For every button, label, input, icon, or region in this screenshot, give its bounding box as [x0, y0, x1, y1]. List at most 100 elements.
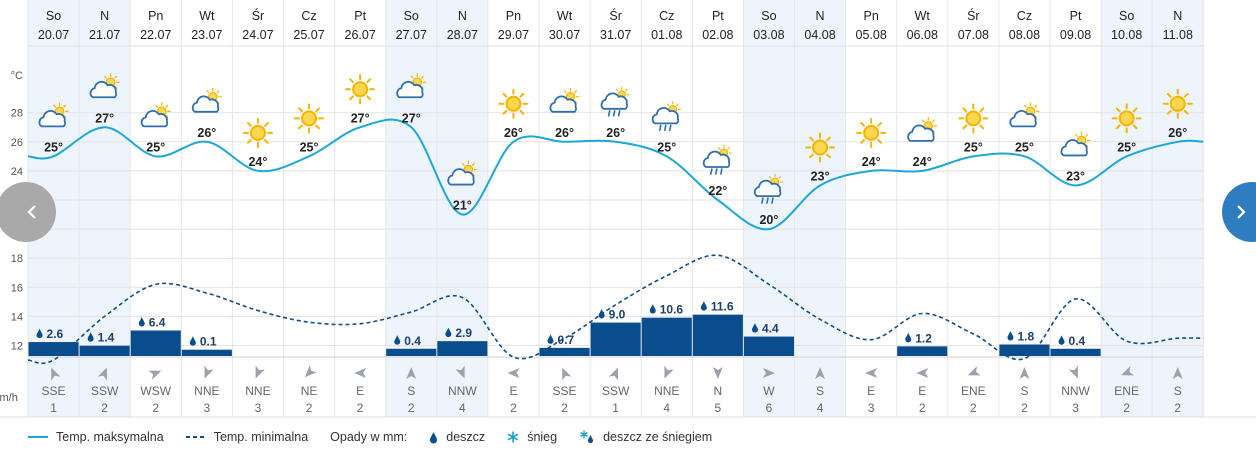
day-of-week: N: [100, 9, 109, 23]
y-tick-label: 24: [11, 166, 23, 178]
precip-bar: [437, 341, 488, 356]
wind-direction-label: SSW: [91, 384, 119, 398]
wind-speed-label: 4: [459, 401, 466, 415]
wind-speed-label: 6: [766, 401, 773, 415]
wind-direction-label: NNW: [1061, 384, 1090, 398]
precip-bar: [539, 347, 590, 356]
precip-value: 2.9: [455, 326, 472, 340]
partly-cloudy-icon: [447, 160, 478, 186]
chevron-left-icon: [27, 205, 36, 219]
max-temp-label: 25°: [44, 140, 63, 154]
y-tick-label: 12: [11, 341, 23, 353]
day-of-week: Pt: [1070, 9, 1082, 23]
rain-cloud-icon: [600, 86, 630, 117]
wind-direction-label: NNW: [448, 384, 477, 398]
precip-label-group: 2.9: [445, 326, 472, 340]
wind-speed-label: 4: [817, 401, 824, 415]
wind-direction-arrow: [967, 366, 981, 376]
partly-cloudy-icon: [396, 73, 427, 99]
max-temp-label: 26°: [504, 126, 523, 140]
max-temp-label: 22°: [708, 184, 727, 198]
wind-speed-label: 2: [510, 401, 517, 415]
wind-direction-arrow: [507, 368, 520, 379]
max-temp-label: 24°: [913, 155, 932, 169]
wind-direction-label: S: [1020, 384, 1028, 398]
max-temp-label: 25°: [657, 140, 676, 154]
date-label: 04.08: [804, 28, 835, 42]
weekend-band: [794, 0, 846, 417]
wind-direction-label: E: [918, 384, 926, 398]
wind-direction-label: NE: [301, 384, 318, 398]
date-label: 06.08: [907, 28, 938, 42]
rain-cloud-icon: [753, 173, 784, 204]
rain-cloud-icon: [651, 101, 681, 132]
wind-direction-arrow: [255, 365, 265, 379]
wind-direction-label: E: [356, 384, 364, 398]
precip-value: 2.6: [47, 327, 64, 341]
sleet-icon: [580, 430, 594, 444]
wind-speed-label: 1: [50, 401, 57, 415]
wind-speed-label: 2: [970, 401, 977, 415]
day-of-week: So: [761, 9, 776, 23]
max-temp-label: 25°: [1117, 140, 1136, 154]
precip-value: 10.6: [660, 303, 684, 317]
date-label: 27.07: [396, 28, 427, 42]
date-label: 31.07: [600, 28, 631, 42]
weekend-band: [1152, 0, 1204, 417]
day-of-week: N: [816, 9, 825, 23]
previous-period-button[interactable]: [0, 182, 56, 242]
precip-value: 9.0: [609, 308, 626, 322]
precip-label-group: 11.6: [700, 300, 734, 314]
date-label: 25.07: [293, 28, 324, 42]
day-of-week: Pt: [354, 9, 366, 23]
day-of-week: Cz: [659, 9, 674, 23]
day-of-week: Wt: [199, 9, 215, 23]
precip-bar: [743, 336, 794, 356]
raindrop-icon: [430, 431, 438, 443]
date-label: 21.07: [89, 28, 120, 42]
sun-icon: [1111, 103, 1142, 134]
partly-cloudy-icon: [549, 87, 580, 113]
max-temp-label: 24°: [862, 155, 881, 169]
wind-speed-label: 4: [663, 401, 670, 415]
next-period-button[interactable]: [1222, 182, 1256, 242]
date-label: 09.08: [1060, 28, 1091, 42]
legend-mixed: deszcz ze śniegiem: [579, 430, 712, 444]
legend-mixed-label: deszcz ze śniegiem: [603, 430, 713, 444]
day-of-week: So: [404, 9, 419, 23]
wind-speed-label: 5: [715, 401, 722, 415]
wind-direction-label: NNE: [194, 384, 219, 398]
precip-value: 4.4: [762, 322, 779, 336]
wind-speed-label: 2: [1123, 401, 1130, 415]
precip-bar: [79, 345, 130, 356]
precip-label-group: 1.2: [905, 331, 932, 345]
wind-speed-label: 1: [612, 401, 619, 415]
sun-icon: [345, 74, 376, 105]
sun-icon: [805, 132, 836, 163]
wind-direction-arrow: [865, 368, 878, 379]
day-of-week: Cz: [301, 9, 316, 23]
partly-cloudy-icon: [140, 102, 171, 128]
precip-value: 6.4: [149, 315, 166, 329]
partly-cloudy-icon: [1009, 102, 1040, 128]
wind-speed-label: 3: [1072, 401, 1079, 415]
max-temp-label: 25°: [300, 140, 319, 154]
wind-speed-label: 2: [919, 401, 926, 415]
max-temp-label: 26°: [197, 126, 216, 140]
wind-speed-label: 2: [1021, 401, 1028, 415]
legend-rain: deszcz: [429, 430, 485, 444]
precip-label-group: 4.4: [751, 322, 779, 336]
wind-direction-arrow: [712, 367, 723, 379]
wind-direction-arrow: [562, 367, 572, 381]
precip-label-group: 0.4: [394, 334, 421, 348]
wind-direction-label: NNE: [654, 384, 679, 398]
partly-cloudy-icon: [191, 87, 222, 113]
wind-direction-label: E: [867, 384, 875, 398]
max-temp-label: 27°: [351, 111, 370, 125]
wind-direction-arrow: [762, 367, 775, 378]
max-temp-label: 23°: [1066, 169, 1085, 183]
y-tick-label: 14: [11, 311, 23, 323]
wind-direction-label: S: [407, 384, 415, 398]
precip-value: 0.4: [1069, 334, 1086, 348]
precip-bar: [130, 330, 181, 356]
